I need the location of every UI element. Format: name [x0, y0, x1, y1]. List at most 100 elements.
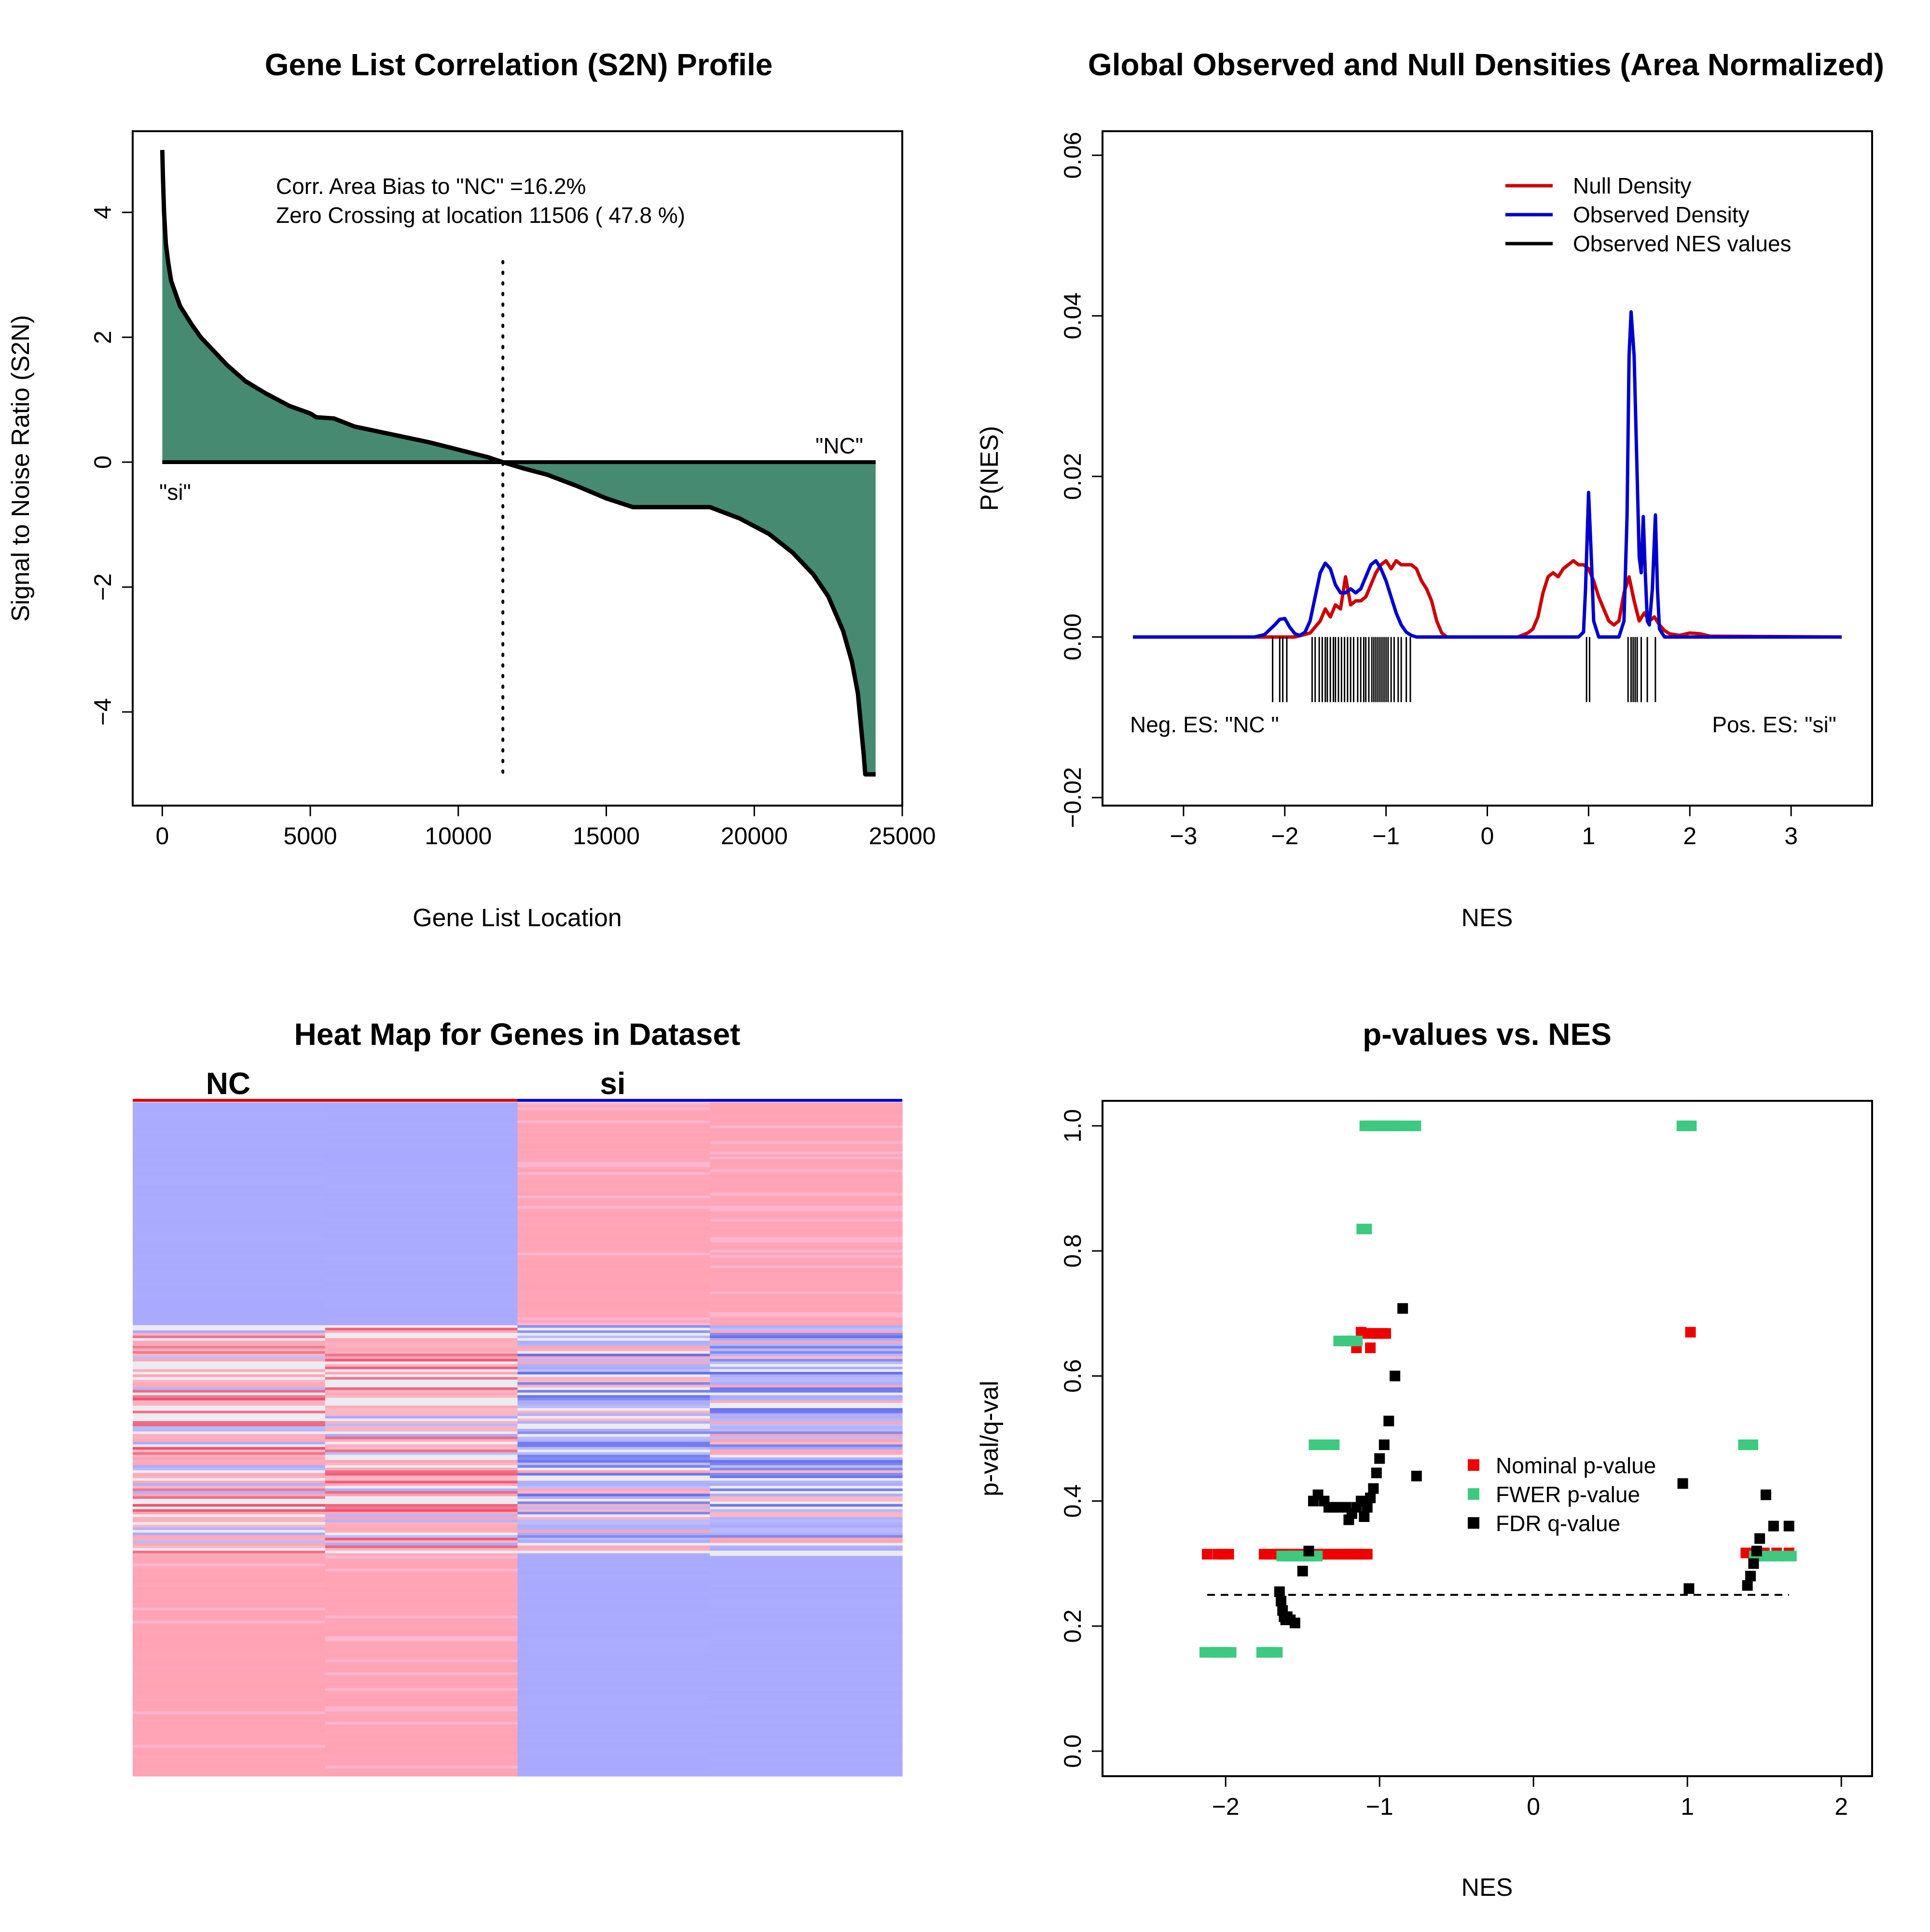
- heatmap-cell: [325, 1574, 518, 1577]
- pvalue-legend: Nominal p-value FWER p-value FDR q-value: [1468, 1453, 1656, 1536]
- heatmap-cell: [710, 1348, 903, 1352]
- heatmap-cell: [133, 1522, 326, 1525]
- heatmap-cell: [133, 1460, 326, 1463]
- heatmap-cell: [133, 1361, 326, 1365]
- heatmap-cell: [325, 1348, 518, 1352]
- heatmap-cell: [325, 1569, 518, 1572]
- heatmap-cell: [133, 1229, 326, 1233]
- heatmap-title: Heat Map for Genes in Dataset: [294, 1017, 741, 1052]
- heatmap-cell: [325, 1325, 518, 1329]
- heatmap-cell: [133, 1136, 326, 1139]
- heatmap-cell: [710, 1524, 903, 1528]
- heatmap-cell: [325, 1125, 518, 1129]
- heatmap-cell: [133, 1771, 326, 1774]
- heatmap-cell: [133, 1426, 326, 1429]
- heatmap-cell: [517, 1532, 710, 1535]
- heatmap-cell: [517, 1299, 710, 1302]
- heatmap-cell: [710, 1758, 903, 1761]
- heatmap-cell: [517, 1105, 710, 1108]
- nominal-p-point: [1223, 1548, 1234, 1560]
- heatmap-cell: [325, 1221, 518, 1225]
- heatmap-cell: [325, 1517, 518, 1520]
- heatmap-cell: [325, 1151, 518, 1155]
- heatmap-cell: [517, 1475, 710, 1479]
- legend-null-label: Null Density: [1573, 173, 1691, 198]
- heatmap-cell: [133, 1177, 326, 1180]
- heatmap-cell: [133, 1726, 326, 1730]
- heatmap-cell: [517, 1149, 710, 1152]
- heatmap-cell: [133, 1467, 326, 1471]
- heatmap-cell: [133, 1680, 326, 1684]
- heatmap-cell: [517, 1569, 710, 1572]
- heatmap-cell: [325, 1633, 518, 1637]
- heatmap-cell: [133, 1690, 326, 1694]
- heatmap-cell: [710, 1600, 903, 1603]
- heatmap-cell: [710, 1454, 903, 1458]
- heatmap-cell: [710, 1737, 903, 1740]
- s2n-x-tick-label: 5000: [283, 822, 337, 850]
- heatmap-cell: [133, 1582, 326, 1585]
- heatmap-cell: [325, 1374, 518, 1378]
- heatmap-cell: [710, 1156, 903, 1160]
- heatmap-cell: [133, 1550, 326, 1554]
- heatmap-cell: [710, 1136, 903, 1139]
- heatmap-cell: [133, 1364, 326, 1367]
- heatmap-cell: [325, 1545, 518, 1548]
- heatmap-cell: [325, 1403, 518, 1406]
- density-x-label: NES: [1461, 904, 1513, 932]
- heatmap-cell: [325, 1296, 518, 1300]
- heatmap-cell: [710, 1732, 903, 1735]
- heatmap-cell: [517, 1133, 710, 1137]
- heatmap-cell: [133, 1545, 326, 1548]
- heatmap-cell: [710, 1434, 903, 1437]
- heatmap-cell: [133, 1711, 326, 1714]
- heatmap-cell: [133, 1745, 326, 1748]
- heatmap-cell: [133, 1214, 326, 1217]
- heatmap-cell: [133, 1494, 326, 1497]
- heatmap-cell: [133, 1367, 326, 1370]
- heatmap-cell: [133, 1670, 326, 1673]
- heatmap-cell: [325, 1361, 518, 1365]
- heatmap-cell: [710, 1338, 903, 1341]
- heatmap-cell: [133, 1657, 326, 1660]
- heatmap-cell: [325, 1252, 518, 1256]
- heatmap-cell: [710, 1626, 903, 1629]
- s2n-x-label: Gene List Location: [413, 904, 622, 932]
- heatmap-cell: [517, 1478, 710, 1481]
- fdr-q-point: [1768, 1521, 1779, 1532]
- legend-fwer-label: FWER p-value: [1496, 1482, 1640, 1507]
- heatmap-cell: [133, 1454, 326, 1458]
- heatmap-cell: [133, 1258, 326, 1261]
- heatmap-cell: [517, 1208, 710, 1212]
- heatmap-cell: [517, 1486, 710, 1489]
- heatmap-cell: [517, 1341, 710, 1344]
- heatmap-cell: [325, 1367, 518, 1370]
- heatmap-cell: [133, 1724, 326, 1727]
- heatmap-cell: [325, 1278, 518, 1282]
- legend-nes-label: Observed NES values: [1573, 231, 1792, 256]
- heatmap-cell: [133, 1424, 326, 1427]
- s2n-y-tick-label: 0: [89, 455, 116, 469]
- heatmap-cell: [517, 1714, 710, 1717]
- heatmap-cell: [133, 1390, 326, 1393]
- pvalue-x-tick-label: 2: [1834, 1793, 1848, 1820]
- heatmap-cell: [325, 1302, 518, 1305]
- heatmap-cell: [325, 1454, 518, 1458]
- s2n-title: Gene List Correlation (S2N) Profile: [265, 47, 773, 82]
- heatmap-cell: [517, 1156, 710, 1160]
- heatmap-cell: [133, 1333, 326, 1336]
- heatmap-cell: [325, 1245, 518, 1248]
- heatmap-cell: [133, 1286, 326, 1289]
- heatmap-cell: [517, 1724, 710, 1727]
- heatmap-cell: [133, 1312, 326, 1315]
- density-y-tick-label: 0.02: [1059, 453, 1086, 500]
- heatmap-cell: [517, 1589, 710, 1593]
- pvalue-y-tick-label: 0.4: [1059, 1484, 1086, 1518]
- heatmap-cell: [133, 1659, 326, 1663]
- heatmap-cell: [710, 1281, 903, 1284]
- heatmap-cell: [325, 1107, 518, 1110]
- heatmap-cell: [325, 1271, 518, 1274]
- s2n-y-tick-label: −4: [89, 698, 116, 726]
- density-y-tick-label: −0.02: [1059, 767, 1086, 828]
- heatmap-cell: [325, 1214, 518, 1217]
